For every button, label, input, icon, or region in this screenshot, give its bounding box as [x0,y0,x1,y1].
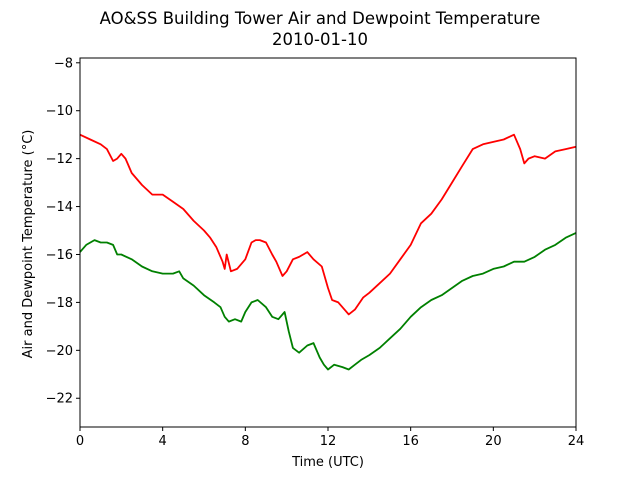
y-tick-label: −12 [46,152,73,167]
chart-title: AO&SS Building Tower Air and Dewpoint Te… [100,9,541,28]
y-tick-label: −18 [46,296,73,311]
y-axis-label: Air and Dewpoint Temperature (°C) [21,130,36,359]
x-tick-label: 24 [568,434,585,449]
plot-area [79,133,577,371]
series-line-2 [79,232,577,371]
y-tick-label: −8 [54,56,73,71]
y-tick-label: −14 [46,200,73,215]
x-axis-label: Time (UTC) [291,455,364,470]
x-tick-label: 0 [76,434,84,449]
y-axis: −22 −20 −18 −16 −14 −12 −10 −8 [46,56,80,407]
x-axis: 0 4 8 12 16 20 24 [76,427,584,449]
chart-subtitle: 2010-01-10 [272,30,368,49]
x-tick-label: 8 [241,434,249,449]
x-tick-label: 16 [402,434,419,449]
x-tick-label: 20 [485,434,502,449]
y-tick-label: −22 [46,392,73,407]
y-tick-label: −10 [46,104,73,119]
series-line-1 [79,133,577,316]
x-tick-label: 4 [159,434,167,449]
y-tick-label: −16 [46,248,73,263]
x-tick-label: 12 [320,434,337,449]
y-tick-label: −20 [46,344,73,359]
